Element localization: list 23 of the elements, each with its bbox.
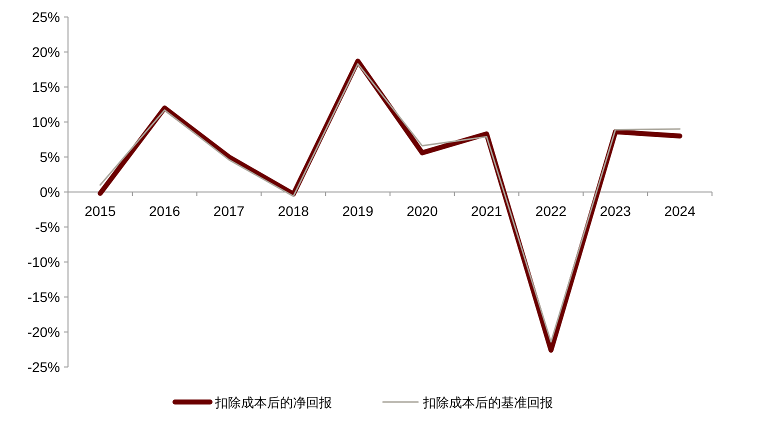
x-tick-label: 2019 [342, 203, 374, 219]
y-tick-label: -10% [27, 254, 60, 270]
y-tick-label: 25% [32, 9, 60, 25]
y-tick-label: -25% [27, 359, 60, 375]
x-tick-label: 2015 [84, 203, 116, 219]
x-tick-label: 2020 [406, 203, 438, 219]
x-tick-label: 2023 [600, 203, 632, 219]
legend-label: 扣除成本后的基准回报 [422, 396, 553, 411]
y-tick-label: -15% [27, 289, 60, 305]
y-tick-label: -5% [35, 219, 60, 235]
x-tick-label: 2017 [213, 203, 245, 219]
legend-label: 扣除成本后的净回报 [214, 396, 332, 411]
y-tick-label: 20% [32, 44, 60, 60]
y-tick-label: 10% [32, 114, 60, 130]
y-tick-label: 15% [32, 79, 60, 95]
y-tick-label: 5% [40, 149, 60, 165]
x-tick-label: 2024 [664, 203, 696, 219]
x-tick-label: 2016 [149, 203, 180, 219]
x-tick-label: 2022 [535, 203, 567, 219]
y-tick-label: -20% [27, 324, 60, 340]
x-tick-label: 2018 [278, 203, 310, 219]
y-tick-label: 0% [40, 184, 60, 200]
x-tick-label: 2021 [471, 203, 502, 219]
